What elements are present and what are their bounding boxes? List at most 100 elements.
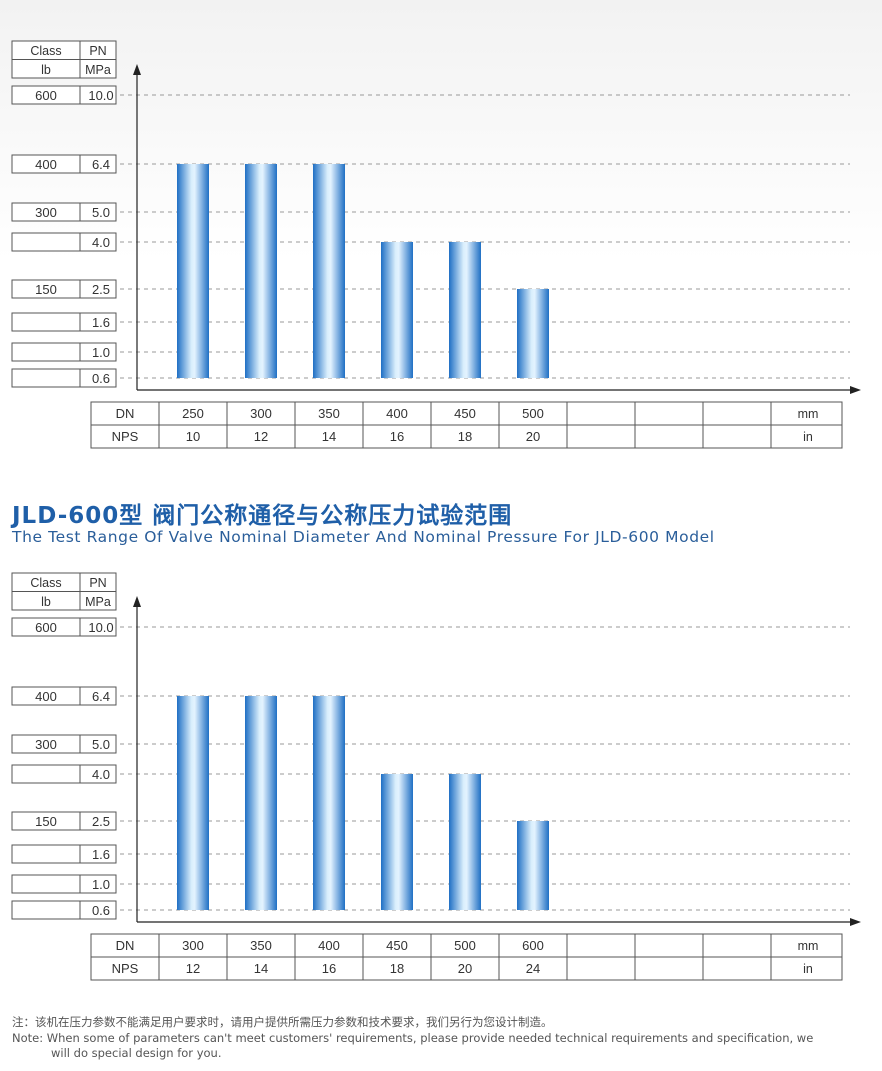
- pn-value: 1.6: [92, 315, 110, 330]
- pn-value: 1.6: [92, 847, 110, 862]
- level-box: [11, 874, 117, 894]
- pn-value: 10.0: [88, 620, 113, 635]
- level-box: [11, 811, 117, 831]
- pn-label: PN: [89, 576, 106, 590]
- dn-tick-label: 350: [318, 406, 340, 421]
- nps-tick-label: 12: [254, 429, 268, 444]
- bar: [313, 164, 345, 378]
- class-value: 600: [35, 620, 57, 635]
- nps-tick-label: 24: [526, 961, 540, 976]
- level-box: [11, 368, 117, 388]
- nps-tick-label: 16: [322, 961, 336, 976]
- bar: [177, 696, 209, 910]
- class-label: Class: [30, 576, 61, 590]
- level-box: [11, 900, 117, 920]
- pn-value: 0.6: [92, 903, 110, 918]
- dn-label: DN: [116, 406, 135, 421]
- level-box: [11, 686, 117, 706]
- level-box: [11, 154, 117, 174]
- bar: [449, 774, 481, 910]
- pn-value: 5.0: [92, 205, 110, 220]
- level-box: [11, 734, 117, 754]
- chart-2-title-en: The Test Range Of Valve Nominal Diameter…: [12, 528, 715, 546]
- dn-tick-label: 500: [454, 938, 476, 953]
- bar: [245, 696, 277, 910]
- pressure-range-chart-1: Class PN lb MPa 600 10.0 400 6.4 300 5.0 4.0 150 2.5…: [0, 0, 882, 460]
- pn-value: 4.0: [92, 235, 110, 250]
- nps-tick-label: 10: [186, 429, 200, 444]
- level-box: [11, 312, 117, 332]
- dn-tick-label: 500: [522, 406, 544, 421]
- mpa-label: MPa: [85, 63, 111, 77]
- bar: [381, 242, 413, 378]
- pn-value: 2.5: [92, 282, 110, 297]
- dn-tick-label: 250: [182, 406, 204, 421]
- pn-value: 2.5: [92, 814, 110, 829]
- dn-tick-label: 400: [386, 406, 408, 421]
- mpa-label: MPa: [85, 595, 111, 609]
- x-axis-arrow: [850, 386, 861, 394]
- class-value: 300: [35, 737, 57, 752]
- pn-label: PN: [89, 44, 106, 58]
- level-box: [11, 232, 117, 252]
- note-cn: 注：该机在压力参数不能满足用户要求时，请用户提供所需压力参数和技术要求，我们另行…: [12, 1015, 553, 1029]
- pn-value: 4.0: [92, 767, 110, 782]
- nps-unit: in: [803, 430, 813, 444]
- chart-svg: Class PN lb MPa 600 10.0 400 6.4 300 5.0 4.0 150 2.5…: [11, 572, 861, 981]
- nps-label: NPS: [112, 429, 139, 444]
- note-en-line1: Note: When some of parameters can't meet…: [12, 1031, 814, 1045]
- pressure-range-chart-2: Class PN lb MPa 600 10.0 400 6.4 300 5.0 4.0 150 2.5…: [0, 532, 882, 992]
- level-box: [11, 85, 117, 105]
- pn-value: 6.4: [92, 689, 110, 704]
- class-value: 400: [35, 689, 57, 704]
- dn-label: DN: [116, 938, 135, 953]
- bar: [177, 164, 209, 378]
- lb-label: lb: [41, 63, 51, 77]
- dn-unit: mm: [798, 407, 819, 421]
- nps-unit: in: [803, 962, 813, 976]
- pn-value: 5.0: [92, 737, 110, 752]
- class-value: 150: [35, 814, 57, 829]
- bar: [517, 289, 549, 378]
- class-value: 150: [35, 282, 57, 297]
- dn-unit: mm: [798, 939, 819, 953]
- dn-tick-label: 300: [250, 406, 272, 421]
- pn-value: 6.4: [92, 157, 110, 172]
- level-box: [11, 844, 117, 864]
- dn-tick-label: 450: [386, 938, 408, 953]
- pn-value: 1.0: [92, 877, 110, 892]
- pn-value: 10.0: [88, 88, 113, 103]
- bar: [381, 774, 413, 910]
- x-axis-arrow: [850, 918, 861, 926]
- level-box: [11, 764, 117, 784]
- pn-value: 1.0: [92, 345, 110, 360]
- class-value: 400: [35, 157, 57, 172]
- bar: [517, 821, 549, 910]
- dn-tick-label: 450: [454, 406, 476, 421]
- dn-tick-label: 400: [318, 938, 340, 953]
- level-box: [11, 202, 117, 222]
- y-axis-arrow: [133, 64, 141, 75]
- dn-tick-label: 350: [250, 938, 272, 953]
- nps-tick-label: 16: [390, 429, 404, 444]
- dn-tick-label: 300: [182, 938, 204, 953]
- nps-tick-label: 18: [458, 429, 472, 444]
- nps-tick-label: 12: [186, 961, 200, 976]
- class-label: Class: [30, 44, 61, 58]
- nps-tick-label: 20: [458, 961, 472, 976]
- level-box: [11, 279, 117, 299]
- bar: [313, 696, 345, 910]
- nps-tick-label: 18: [390, 961, 404, 976]
- bar: [245, 164, 277, 378]
- nps-label: NPS: [112, 961, 139, 976]
- dn-tick-label: 600: [522, 938, 544, 953]
- class-value: 600: [35, 88, 57, 103]
- level-box: [11, 342, 117, 362]
- chart-svg: Class PN lb MPa 600 10.0 400 6.4 300 5.0 4.0 150 2.5…: [11, 40, 861, 449]
- level-box: [11, 617, 117, 637]
- chart-2-title-cn: JLD-600型 阀门公称通径与公称压力试验范围: [12, 503, 513, 529]
- nps-tick-label: 14: [322, 429, 336, 444]
- lb-label: lb: [41, 595, 51, 609]
- y-axis-arrow: [133, 596, 141, 607]
